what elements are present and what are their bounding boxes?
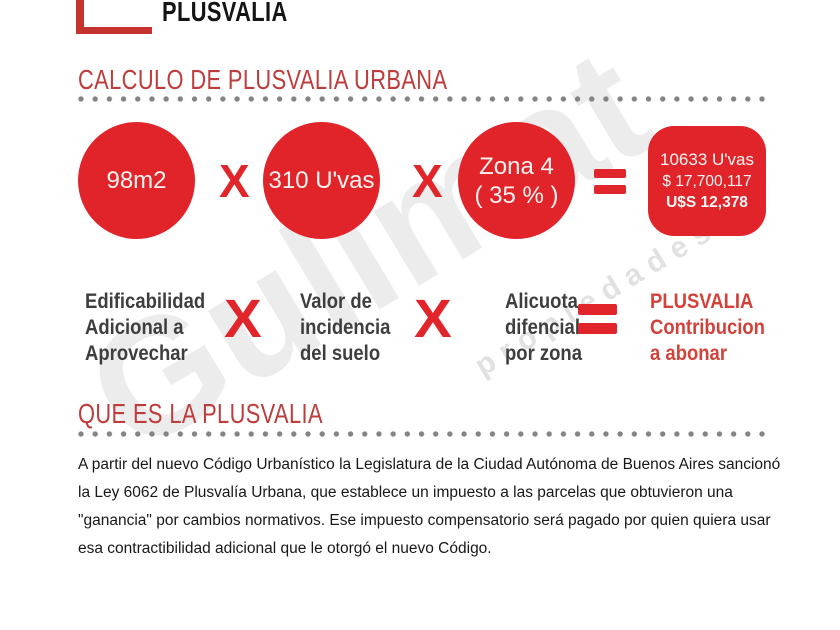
multiply-icon: X xyxy=(414,289,452,349)
value-circle-incidence-text: 310 U'vas xyxy=(268,167,375,194)
logo-bracket-vertical-icon xyxy=(76,0,84,34)
result-label-line3: a abonar xyxy=(650,342,728,365)
logo-text: PLUSVALIA xyxy=(162,0,288,27)
operand2-label-line2: incidencia xyxy=(300,316,391,339)
equals-bar-top xyxy=(594,169,626,178)
operand2-label-line1: Valor de xyxy=(300,290,372,313)
result-box: 10633 U'vas $ 17,700,117 U$S 12,378 xyxy=(648,126,766,236)
result-uvas: 10633 U'vas xyxy=(660,150,754,169)
calc-section-title: CALCULO DE PLUSVALIA URBANA xyxy=(78,64,448,95)
operand2-label: Valor de incidencia del suelo xyxy=(300,289,390,367)
operand1-label-line3: Aprovechar xyxy=(85,342,188,365)
about-section-title: QUE ES LA PLUSVALIA xyxy=(78,398,323,429)
value-circle-edificability: 98m2 xyxy=(78,122,195,239)
operand3-label-line3: por zona xyxy=(505,342,582,365)
value-circle-zone-line2: ( 35 % ) xyxy=(474,181,559,209)
multiply-icon: X xyxy=(412,155,443,207)
logo-bracket-horizontal-icon xyxy=(76,27,152,34)
multiply-icon: X xyxy=(219,155,250,207)
equals-bar-bottom xyxy=(578,323,617,334)
operand3-label-line1: Alicuota xyxy=(505,290,578,313)
result-label-line2: Contribucion xyxy=(650,316,765,339)
operand1-label: Edificabilidad Adicional a Aprovechar xyxy=(85,289,205,367)
value-circle-edificability-text: 98m2 xyxy=(106,167,167,194)
equals-icon xyxy=(578,304,617,334)
dotted-divider xyxy=(78,95,773,103)
operand3-label-line2: difencial xyxy=(505,316,580,339)
equals-bar-bottom xyxy=(594,185,626,194)
equals-bar-top xyxy=(578,304,617,315)
value-circle-incidence: 310 U'vas xyxy=(263,122,380,239)
multiply-icon: X xyxy=(224,289,262,349)
result-pesos: $ 17,700,117 xyxy=(662,173,752,190)
value-circle-zone: Zona 4 ( 35 % ) xyxy=(458,122,575,239)
operand1-label-line1: Edificabilidad xyxy=(85,290,206,313)
value-circle-zone-line1: Zona 4 xyxy=(479,152,554,180)
result-dollars: U$S 12,378 xyxy=(666,194,748,211)
about-paragraph: A partir del nuevo Código Urbanístico la… xyxy=(78,456,781,557)
dotted-divider xyxy=(78,430,773,438)
operand3-label: Alicuota difencial por zona xyxy=(505,289,582,367)
operand1-label-line2: Adicional a xyxy=(85,316,184,339)
result-label-line1: PLUSVALIA xyxy=(650,290,754,313)
operand2-label-line3: del suelo xyxy=(300,342,381,365)
equals-icon xyxy=(594,169,626,194)
result-label: PLUSVALIA Contribucion a abonar xyxy=(650,289,765,367)
